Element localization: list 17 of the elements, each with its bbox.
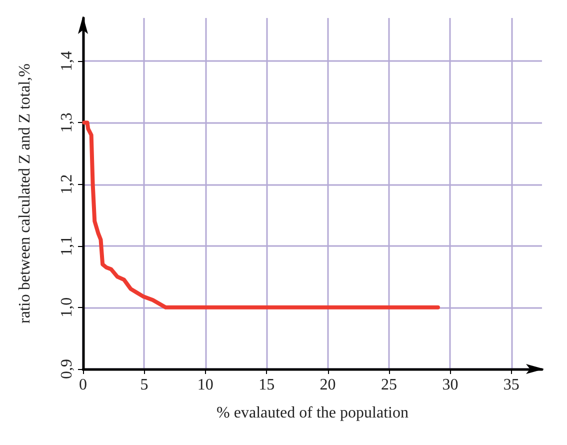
- y-tick-label: 1,1: [58, 236, 76, 256]
- x-tick-label: 10: [197, 376, 214, 394]
- y-tick-label: 0,9: [58, 359, 76, 379]
- x-tick-label: 20: [320, 376, 336, 394]
- y-tick-label: 1,4: [58, 51, 76, 72]
- x-tick-label: 35: [503, 376, 520, 394]
- y-axis-title: ratio between calculated Z and Z total,%: [16, 64, 34, 324]
- y-tick-label: 1,2: [58, 174, 76, 194]
- x-tick-label: 30: [442, 376, 458, 394]
- x-axis-title: % evalauted of the population: [216, 404, 408, 422]
- y-tick-label: 1,0: [58, 297, 76, 318]
- x-tick-label: 25: [381, 376, 397, 394]
- x-tick-label: 5: [140, 376, 148, 394]
- x-tick-label: 0: [79, 376, 87, 394]
- x-tick-label: 15: [258, 376, 275, 394]
- line-series: [82, 120, 440, 310]
- y-tick-label: 1,3: [58, 112, 76, 133]
